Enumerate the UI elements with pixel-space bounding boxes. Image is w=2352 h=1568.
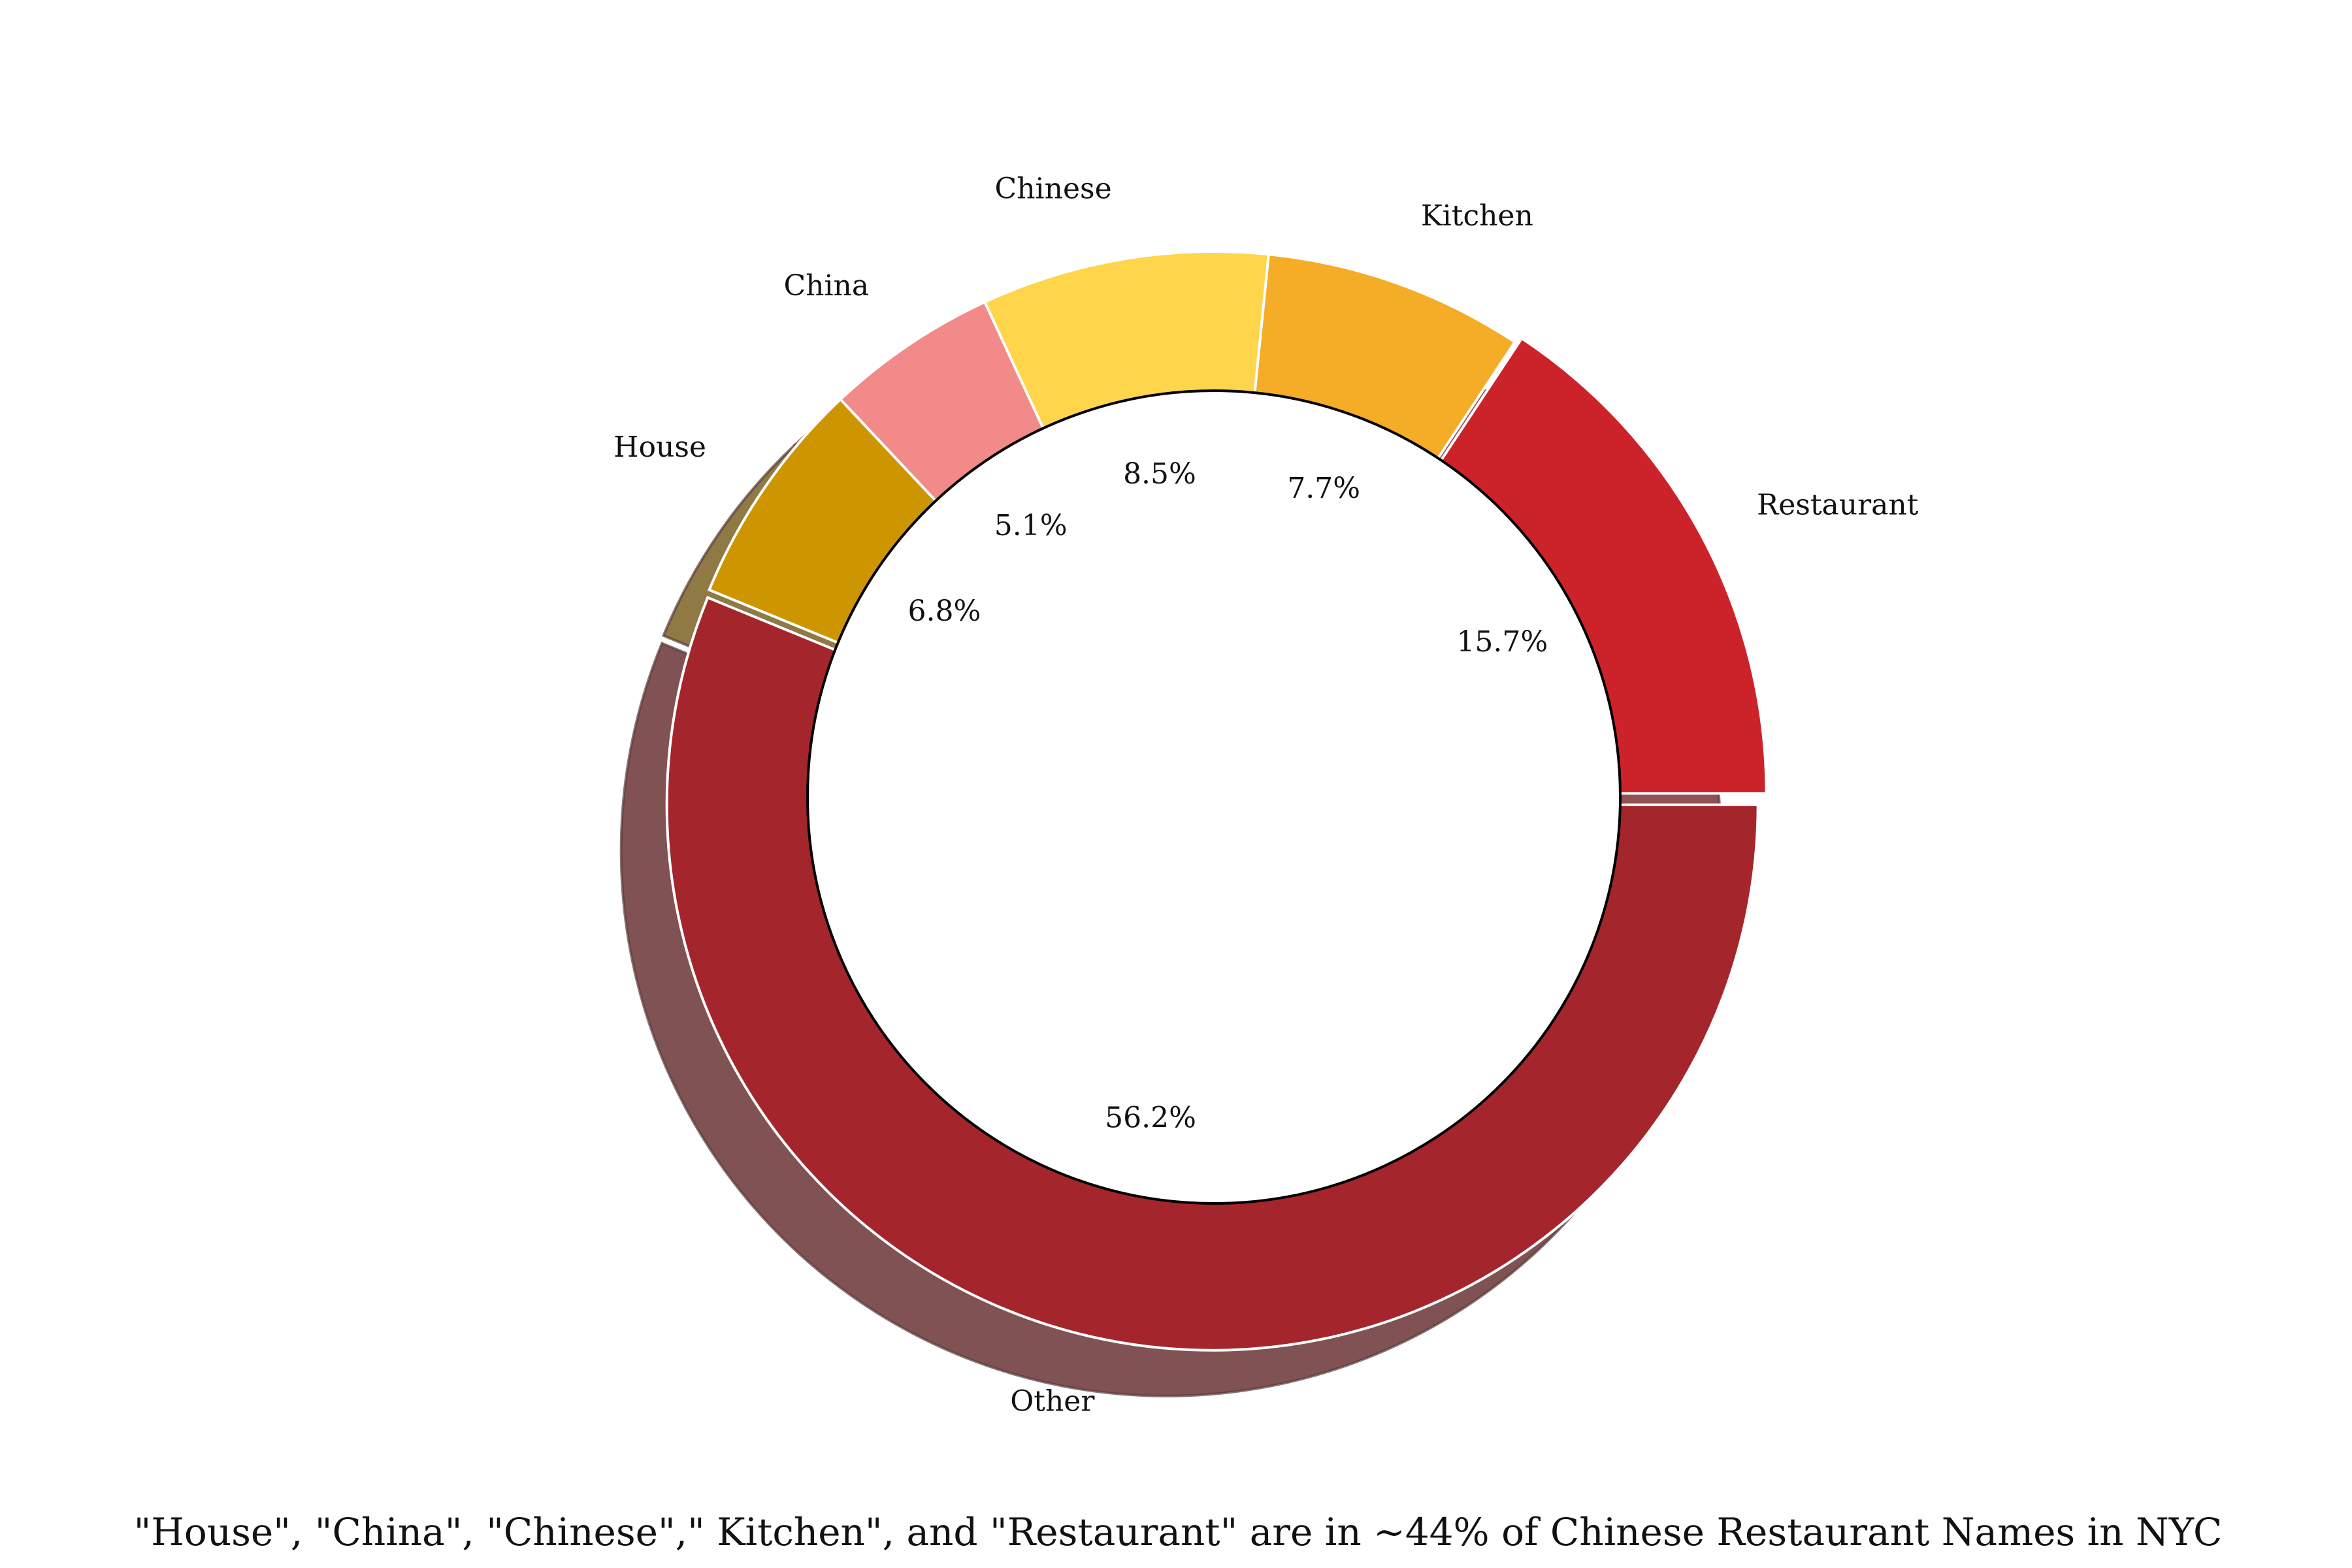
category-label-kitchen: Kitchen: [1421, 199, 1533, 233]
percent-label-chinese: 8.5%: [1123, 457, 1196, 491]
percent-label-kitchen: 7.7%: [1287, 472, 1360, 505]
donut-hole: [806, 389, 1622, 1205]
category-label-house: House: [613, 431, 706, 464]
category-labels: Restaurant Kitchen Chinese China House Other: [613, 172, 1919, 1418]
percent-label-restaurant: 15.7%: [1456, 625, 1548, 659]
chart-title: "House", "China", "Chinese"," Kitchen", …: [134, 1510, 2223, 1554]
category-label-other: Other: [1010, 1385, 1095, 1418]
percent-label-other: 56.2%: [1105, 1102, 1196, 1135]
percent-label-house: 6.8%: [908, 595, 981, 628]
category-label-restaurant: Restaurant: [1757, 488, 1919, 521]
percent-label-china: 5.1%: [994, 509, 1068, 542]
category-label-china: China: [783, 269, 869, 302]
percent-labels: 15.7% 7.7% 8.5% 5.1% 6.8% 56.2%: [908, 457, 1548, 1135]
category-label-chinese: Chinese: [995, 172, 1112, 205]
